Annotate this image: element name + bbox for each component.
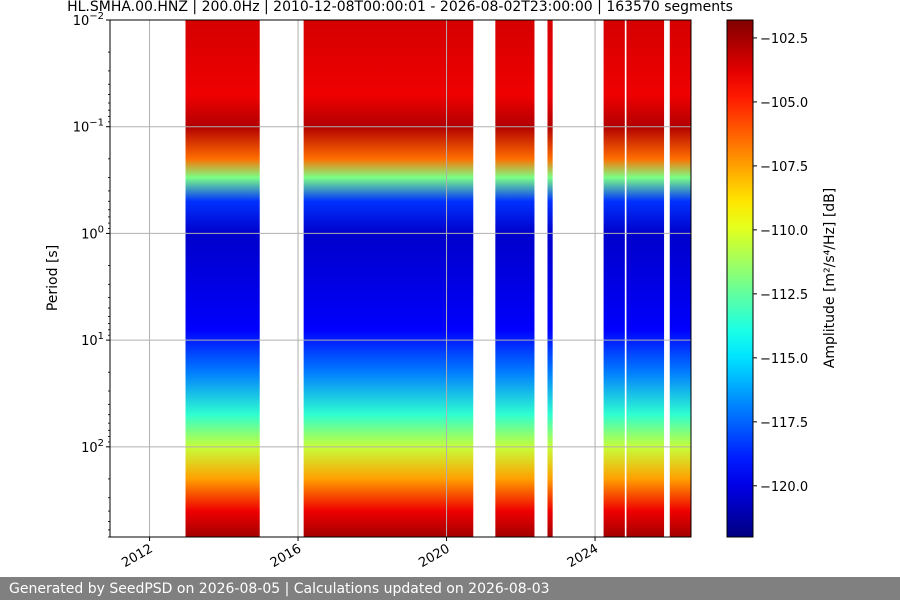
plot-area [110,19,691,537]
psd-chart: HL.SMHA.00.HNZ | 200.0Hz | 2010-12-08T00… [45,0,838,571]
data-segment [185,20,260,537]
data-segment [495,20,535,537]
footer: Generated by SeedPSD on 2026-08-05 | Cal… [0,577,900,600]
colorbar-tick-label: −102.5 [760,32,808,47]
y-axis-label: Period [s] [45,245,61,311]
x-tick-label: 2020 [416,541,452,571]
chart-title: HL.SMHA.00.HNZ | 200.0Hz | 2010-12-08T00… [67,0,733,15]
plot-frame [109,19,692,538]
colorbar: −102.5 −105.0 −107.5 −110.0 −112.5 −115.0 −117… [726,19,808,538]
colorbar-tick-label: −107.5 [760,160,808,175]
colorbar-gradient [726,19,754,538]
y-tick-label: 10−2 [73,11,104,29]
y-tick-label: 10−1 [73,118,104,136]
data-segment [303,20,474,537]
x-tick-label: 2024 [565,541,601,571]
data-segment [669,20,691,537]
y-tick-label: 102 [81,438,104,456]
colorbar-tick-label: −105.0 [760,96,808,111]
colorbar-label: Amplitude [m²/s⁴/Hz] [dB] [822,188,838,368]
data-segment [626,20,665,537]
colorbar-tick-label: −112.5 [760,288,808,303]
data-segment [603,20,625,537]
x-tick-label: 2016 [268,541,304,571]
data-segment [547,20,553,537]
colorbar-tick-label: −115.0 [760,352,808,367]
y-tick-label: 101 [81,331,104,349]
colorbar-tick-label: −120.0 [760,480,808,495]
x-tick-label: 2012 [119,541,155,571]
colorbar-tick-label: −117.5 [760,416,808,431]
colorbar-tick-label: −110.0 [760,224,808,239]
y-tick-label: 100 [81,224,104,242]
